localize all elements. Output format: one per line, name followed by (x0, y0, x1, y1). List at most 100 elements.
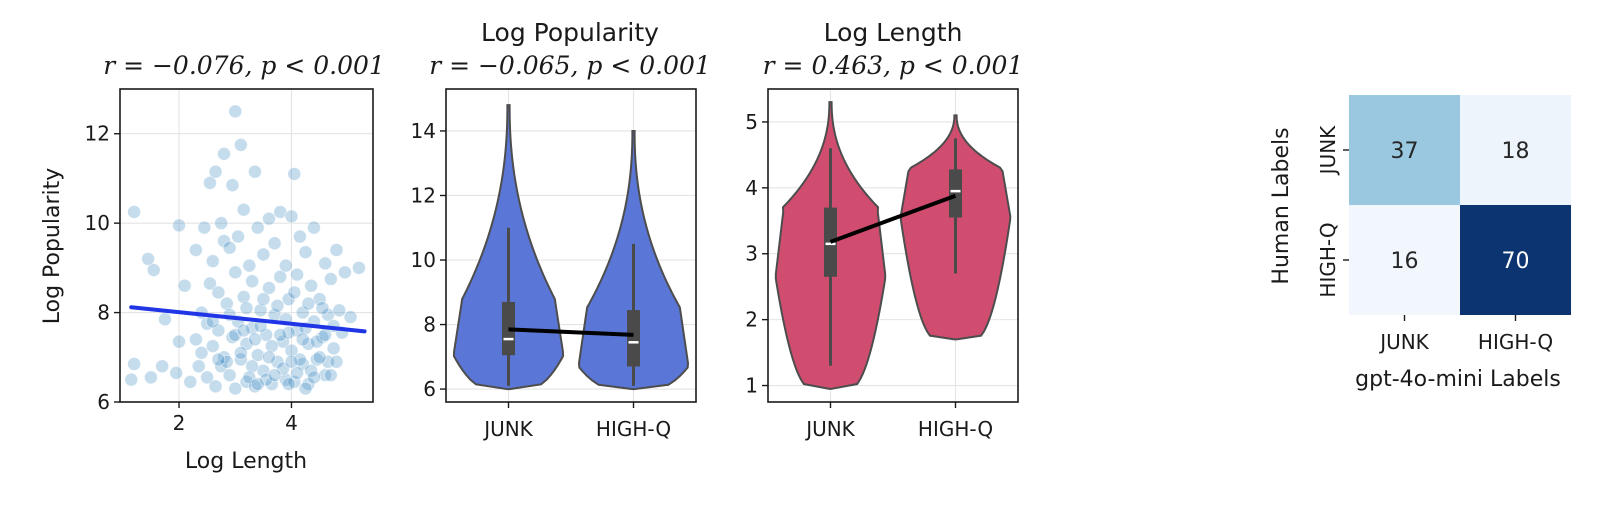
scatter-point (188, 332, 203, 347)
scatter-point (256, 292, 271, 307)
scatter-point (262, 350, 276, 365)
scatter-point (214, 359, 229, 374)
popularity-stat: r = −0.065, p < 0.001 (429, 51, 711, 80)
scatter-point (295, 332, 310, 347)
scatter-point (264, 377, 279, 392)
popularity-ytick-label: 8 (423, 313, 436, 337)
regression-line (129, 305, 367, 334)
scatter-point (225, 178, 240, 193)
scatter-point (329, 243, 344, 257)
scatter-point (231, 229, 245, 244)
popularity-ytick-label: 6 (423, 377, 436, 401)
scatter-point (228, 265, 243, 280)
scatter-point (262, 281, 276, 295)
scatter-point (219, 296, 234, 311)
scatter-point (259, 372, 274, 387)
scatter-point (172, 334, 186, 349)
scatter-point (307, 370, 321, 385)
scatter-point (124, 372, 139, 387)
heatmap-cell (1349, 205, 1460, 315)
scatter-point (203, 276, 217, 291)
length-ytick-label: 4 (745, 176, 758, 200)
scatter-ylabel: Log Popularity (40, 168, 65, 325)
length-xtick-label: HIGH-Q (918, 417, 993, 441)
popularity-xtick-label: HIGH-Q (596, 417, 671, 441)
scatter-point (273, 328, 288, 342)
scatter-point (205, 254, 220, 269)
scatter-point (284, 343, 299, 358)
scatter-point (245, 359, 260, 374)
scatter-point (326, 341, 341, 356)
scatter-point (233, 137, 248, 152)
scatter-xlabel: Log Length (185, 449, 307, 474)
scatter-point (315, 301, 330, 316)
scatter-point (250, 348, 265, 362)
scatter-point (191, 359, 206, 374)
scatter-point (284, 354, 299, 369)
heatmap-ytick-label: HIGH-Q (1316, 222, 1340, 297)
scatter-point (293, 229, 307, 244)
heatmap-cell-value: 37 (1391, 139, 1419, 164)
heatmap-xtick-label: HIGH-Q (1478, 330, 1553, 354)
scatter-point (222, 240, 237, 255)
scatter-point (337, 265, 352, 280)
scatter-point (236, 323, 251, 338)
scatter-point (242, 258, 257, 273)
heatmap-cell (1349, 95, 1460, 205)
scatter-point (264, 339, 279, 354)
scatter-point (248, 164, 262, 179)
scatter-point (146, 263, 161, 277)
scatter-point (343, 310, 358, 324)
scatter-point (214, 216, 229, 231)
scatter-point (158, 312, 172, 327)
length-iqr-box (949, 169, 962, 218)
scatter-point (267, 236, 282, 251)
scatter-point (287, 374, 302, 389)
scatter-point (197, 220, 212, 235)
scatter-ytick-label: 10 (85, 211, 110, 235)
scatter-point (200, 316, 215, 331)
scatter-panel: r = −0.076, p < 0.001 2 4 6 8 10 12 Log Lengt… (40, 51, 385, 474)
scatter-point (228, 381, 243, 396)
heatmap-cell-value: 16 (1391, 249, 1419, 274)
scatter-point (219, 354, 234, 369)
length-stat: r = 0.463, p < 0.001 (763, 51, 1024, 80)
popularity-mean-line (508, 327, 634, 337)
scatter-point (290, 267, 305, 282)
scatter-point (332, 303, 347, 318)
scatter-point (144, 370, 158, 385)
scatter-point (287, 285, 302, 300)
scatter-point (169, 366, 184, 380)
scatter-point (284, 209, 299, 224)
scatter-point (236, 290, 251, 304)
scatter-point (307, 220, 321, 235)
scatter-point (270, 298, 285, 313)
popularity-ytick-label: 14 (411, 119, 436, 143)
scatter-point (329, 354, 344, 369)
heatmap-xtick-label: JUNK (1378, 330, 1429, 354)
popularity-iqr-box (502, 301, 515, 356)
scatter-point (312, 350, 327, 365)
scatter-point (155, 359, 170, 374)
scatter-point (262, 211, 276, 226)
scatter-point (211, 285, 226, 300)
scatter-point (298, 381, 313, 396)
heatmap-cell-value: 70 (1502, 249, 1530, 274)
scatter-point (222, 368, 237, 383)
scatter-point (293, 352, 307, 367)
scatter-point (183, 374, 198, 389)
length-mean-line (829, 193, 957, 244)
scatter-point (304, 363, 319, 378)
scatter-xtick-label: 2 (173, 411, 186, 435)
scatter-point (177, 278, 192, 293)
scatter-point (250, 377, 265, 392)
scatter-point (298, 245, 313, 260)
scatter-point (318, 368, 333, 383)
scatter-plot-frame (119, 88, 374, 403)
scatter-point (323, 368, 338, 383)
scatter-point (239, 301, 254, 316)
scatter-point (205, 339, 220, 354)
scatter-xtick-label: 4 (285, 411, 298, 435)
popularity-ytick-label: 10 (411, 248, 436, 272)
